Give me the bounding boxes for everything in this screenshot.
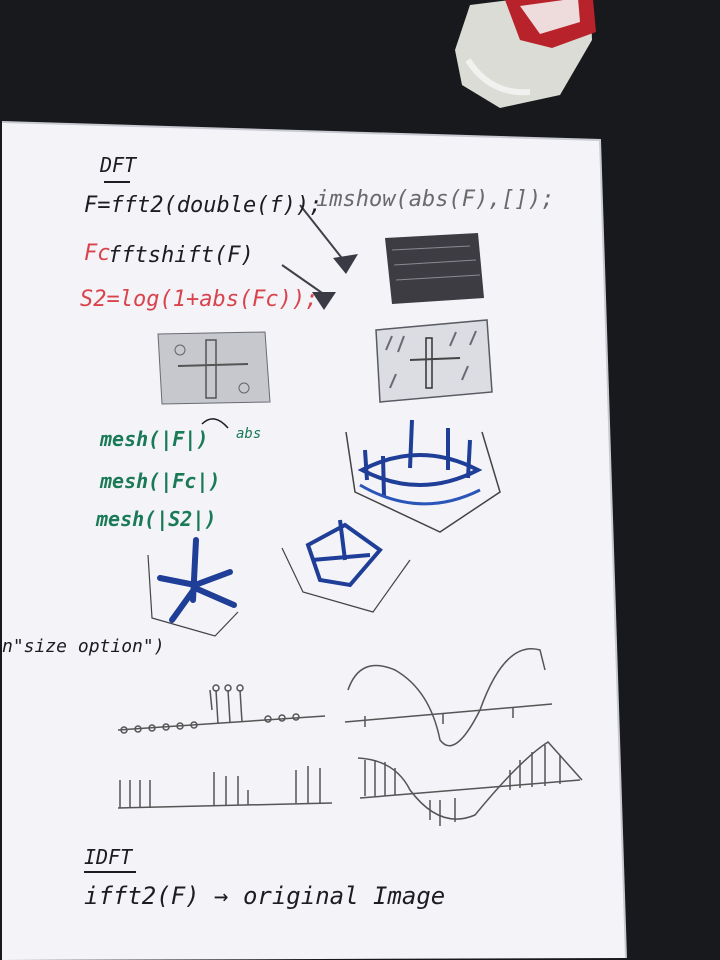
spectrum-centered-sketch	[375, 319, 493, 403]
stem-plot-sketch	[117, 684, 326, 734]
code-line-fft2: F=fft2(double(f));	[84, 193, 322, 218]
mesh-abs-note: abs	[236, 426, 261, 442]
code-line-log: S2=log(1+abs(Fc));	[80, 287, 318, 312]
code-label-fc: Fc	[84, 241, 111, 266]
spectrum-dark-sketch	[385, 233, 484, 304]
arrows	[281, 204, 346, 296]
mesh-plot-spiked	[281, 519, 411, 613]
dft-heading: DFT	[99, 153, 138, 177]
code-line-ifft2: ifft2(F) → original Image	[84, 882, 445, 910]
code-line-mesh-fc: mesh(|Fc|)	[99, 469, 220, 493]
idft-heading: IDFT	[84, 845, 134, 869]
size-option-note: n"size option")	[2, 636, 165, 657]
mesh-plot-large	[345, 419, 501, 533]
mesh-plot-star	[147, 537, 239, 637]
code-line-fftshift: fftshift(F)	[108, 243, 254, 268]
code-line-mesh-s2: mesh(|S2|)	[95, 507, 216, 531]
shaded-wave-sketch	[357, 741, 583, 826]
code-line-imshow: imshow(abs(F),[]);	[316, 187, 554, 212]
impulse-train-sketch	[117, 766, 333, 809]
code-line-mesh-f: mesh(|F|)	[99, 427, 208, 451]
sine-wave-sketch	[344, 648, 553, 747]
eraser	[455, 0, 596, 108]
spectrum-log-sketch	[157, 331, 271, 405]
